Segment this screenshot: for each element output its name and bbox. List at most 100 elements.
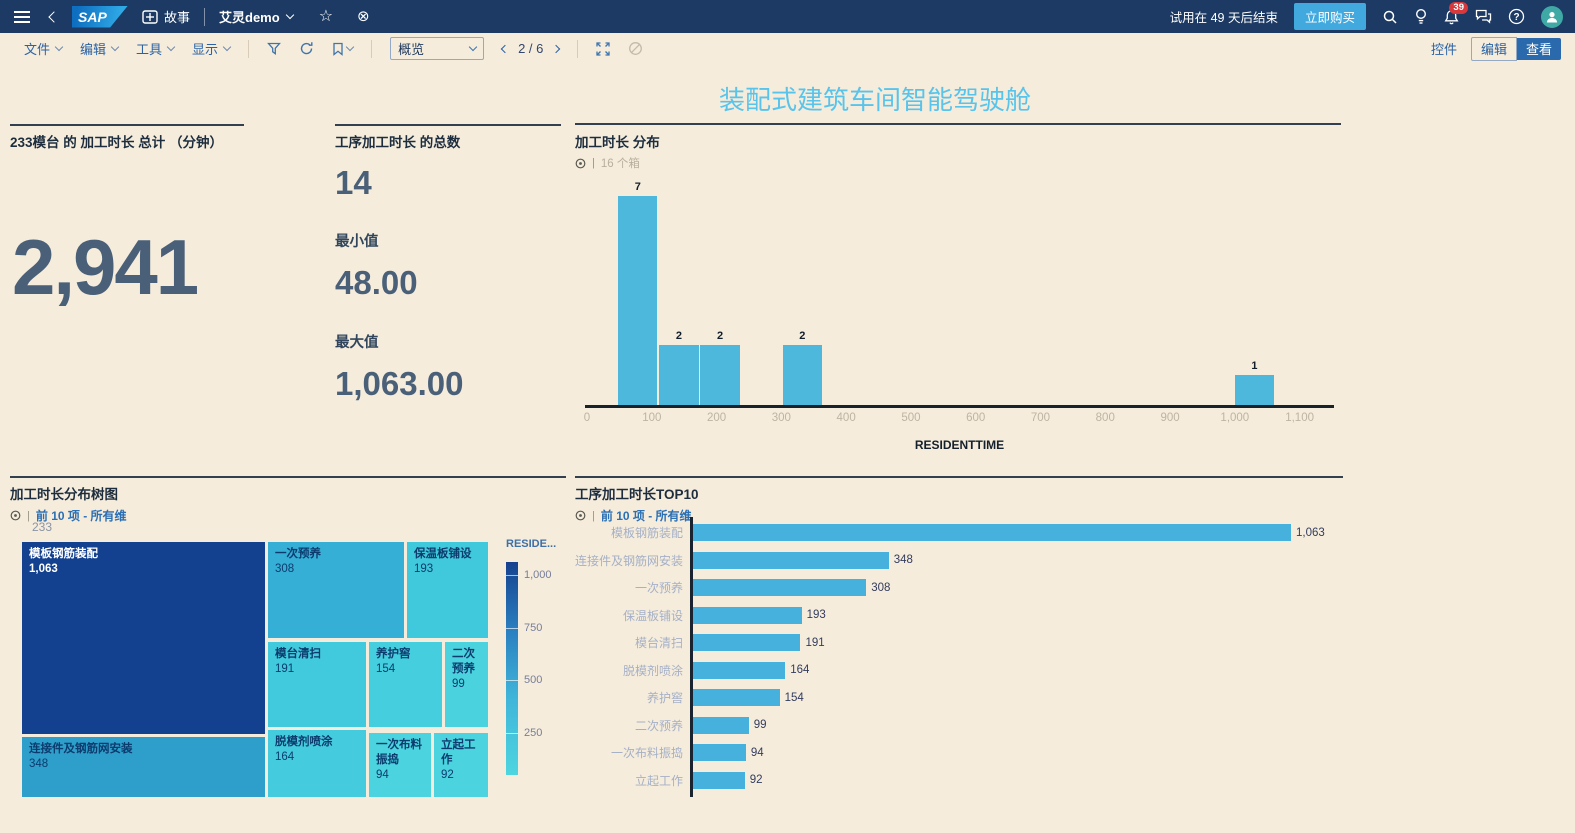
treemap-tile[interactable]: 模板钢筋装配 1,063 [22, 542, 265, 734]
axis-tick-label: 1,100 [1285, 412, 1314, 424]
histogram-bar[interactable] [782, 345, 822, 405]
y-axis-line [690, 517, 693, 797]
treemap-tile[interactable]: 养护窖 154 [369, 642, 442, 727]
treemap-tile[interactable]: 一次预养 308 [268, 542, 404, 638]
x-axis-ticks: 0 100 200 300 400 500 600 700 800 900 1,000 1,100 [584, 412, 1332, 426]
comments-icon[interactable] [1475, 9, 1492, 24]
treemap-tile-name: 立起工作 [441, 739, 476, 766]
menu-display[interactable]: 显示 [192, 39, 232, 58]
svg-text:?: ? [1513, 12, 1519, 23]
filter-icon[interactable] [267, 42, 281, 56]
kpi-process-count[interactable]: 工序加工时长 的总数 14 最小值 48.00 最大值 1,063.00 [335, 131, 561, 402]
bar-value-label: 2 [675, 330, 682, 343]
edit-view-segmented-control: 编辑 查看 [1470, 36, 1561, 61]
category-label: 脱模剂喷涂 [622, 663, 683, 678]
histogram-bar[interactable] [700, 345, 740, 405]
page-select[interactable]: 概览 [390, 37, 485, 60]
next-page-icon[interactable] [552, 44, 561, 53]
axis-tick-label: 600 [966, 412, 986, 424]
bar-value-label: 164 [790, 664, 810, 677]
explore-icon[interactable] [575, 510, 586, 521]
story-icon [142, 9, 158, 24]
treemap-tile-name: 养护窖 [376, 648, 411, 660]
category-label: 模板钢筋装配 [610, 526, 683, 541]
insights-bulb-icon[interactable] [1414, 8, 1428, 25]
histogram-plot: 7 2 2 2 1 [587, 177, 1332, 405]
treemap-tile[interactable]: 模台清扫 191 [268, 642, 366, 727]
top10-bar[interactable] [693, 689, 780, 707]
menu-edit[interactable]: 编辑 [80, 39, 120, 58]
bar-value-label: 1 [1251, 360, 1258, 373]
treemap-filter-link[interactable]: 前 10 项 - 所有维 [35, 509, 127, 523]
category-label: 一次布料振捣 [610, 746, 683, 761]
kpi-total-processing-time[interactable]: 233模台 的 加工时长 总计 （分钟） [10, 131, 250, 151]
document-title-menu[interactable]: 艾灵demo [219, 7, 294, 26]
top10-bar[interactable] [693, 579, 867, 597]
menu-file[interactable]: 文件 [24, 39, 64, 58]
treemap-tile-name: 二次预养 [452, 648, 475, 675]
buy-now-button[interactable]: 立即购买 [1293, 3, 1366, 30]
sap-logo-text: SAP [78, 8, 107, 25]
profile-avatar[interactable] [1541, 5, 1563, 28]
menu-file-label: 文件 [24, 42, 51, 57]
divider [575, 123, 1341, 125]
bar-value-label: 154 [784, 691, 804, 704]
histogram-bar[interactable] [618, 196, 658, 405]
top10-bar[interactable] [693, 634, 801, 652]
refresh-icon[interactable] [299, 41, 314, 56]
treemap-tile-name: 脱模剂喷涂 [275, 736, 333, 748]
favorite-star-icon[interactable]: ☆ [318, 7, 334, 25]
treemap-tile-name: 连接件及钢筋网安装 [29, 743, 133, 755]
top10-bar[interactable] [693, 744, 746, 762]
explore-icon[interactable] [575, 158, 586, 169]
top10-row: 养护窖 154 [575, 684, 1345, 712]
treemap-tile-value: 164 [275, 750, 295, 763]
treemap-tile[interactable]: 一次布料振捣 94 [369, 733, 431, 797]
treemap-tile[interactable]: 保温板铺设 193 [407, 542, 488, 638]
histogram-bar[interactable] [658, 345, 699, 405]
menu-tools[interactable]: 工具 [136, 39, 176, 58]
divider [577, 39, 579, 58]
menu-icon[interactable] [14, 10, 30, 23]
top10-bar[interactable] [693, 524, 1291, 542]
explore-icon[interactable] [10, 510, 21, 521]
treemap-tile[interactable]: 立起工作 92 [434, 733, 488, 797]
category-label: 连接件及钢筋网安装 [575, 553, 683, 568]
back-icon[interactable] [48, 10, 60, 23]
controls-button[interactable]: 控件 [1430, 42, 1457, 57]
top10-bar[interactable] [693, 606, 802, 624]
edit-mode-button[interactable]: 编辑 [1470, 36, 1517, 61]
top10-bar[interactable] [693, 771, 745, 789]
treemap-tile[interactable]: 脱模剂喷涂 164 [268, 730, 366, 797]
top10-bar[interactable] [693, 661, 786, 679]
fullscreen-icon[interactable] [596, 41, 611, 56]
help-icon[interactable]: ? [1508, 8, 1525, 25]
close-story-icon[interactable]: ⊗ [357, 8, 370, 25]
notification-badge: 39 [1449, 1, 1468, 14]
view-mode-button[interactable]: 查看 [1516, 37, 1561, 60]
treemap-tile[interactable]: 连接件及钢筋网安装 348 [22, 737, 265, 797]
histogram-bar[interactable] [1234, 375, 1275, 405]
top10-row: 保温板铺设 193 [575, 602, 1345, 630]
bar-value-label: 2 [716, 330, 724, 343]
notifications-bell-icon[interactable]: 39 [1444, 1, 1468, 25]
top10-row: 脱模剂喷涂 164 [575, 657, 1345, 685]
category-label: 保温板铺设 [622, 608, 683, 623]
axis-tick-label: 200 [706, 412, 727, 424]
previous-page-icon[interactable] [500, 44, 510, 53]
top10-bar[interactable] [693, 716, 749, 734]
histogram-panel: 加工时长 分布 | 16 个箱 7 2 2 2 1 0 100 200 300 400 500 60… [575, 131, 1340, 466]
search-icon[interactable] [1382, 9, 1398, 25]
top10-filter-link[interactable]: 前 10 项 - 所有维 [600, 509, 692, 523]
top10-bar[interactable] [693, 551, 889, 569]
kpi2-max-value: 1,063.00 [335, 365, 464, 402]
treemap-panel: 加工时长分布树图 | 前 10 项 - 所有维 233 模板钢筋装配 1,063 连… [10, 483, 566, 813]
sap-logo: SAP [72, 5, 128, 28]
kpi2-count-value: 14 [335, 164, 372, 201]
axis-tick-label: 700 [1030, 412, 1051, 424]
treemap-tiles: 模板钢筋装配 1,063 连接件及钢筋网安装 348 一次预养 308 保温板铺设 193 模台… [22, 542, 488, 797]
treemap-tile[interactable]: 二次预养 99 [445, 642, 488, 727]
treemap-tile-value: 94 [376, 768, 389, 781]
legend-tick-label: 500 [524, 674, 543, 687]
bookmark-icon[interactable] [332, 42, 355, 56]
